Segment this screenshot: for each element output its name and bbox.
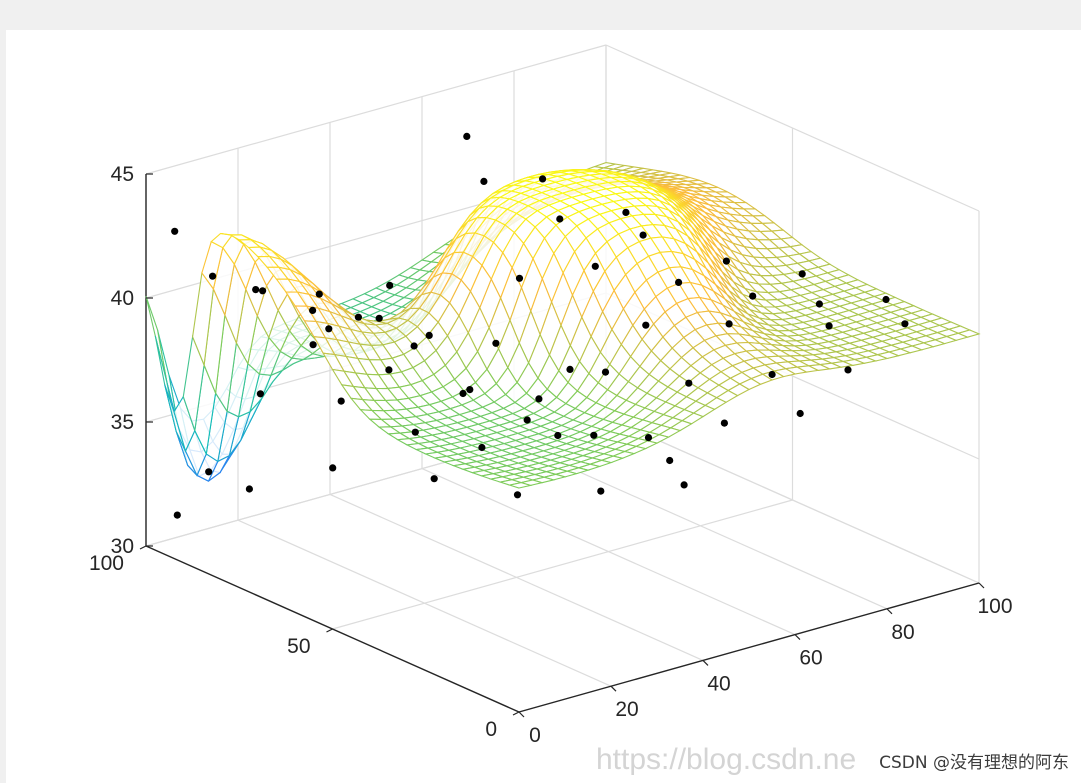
scatter-point [256,390,264,398]
scatter-point [642,321,650,329]
x-tick-mark [886,608,893,615]
scatter-point [644,434,653,442]
scatter-point [410,342,418,350]
scatter-point [209,272,217,280]
x-tick-label: 60 [799,647,822,670]
scatter-point [411,428,419,436]
scatter-point [720,419,729,427]
scatter-point [556,215,564,223]
scatter-point [513,491,522,499]
scatter-point [796,409,804,418]
scatter-point [815,300,824,308]
scatter-point [680,481,688,489]
scatter-point [315,290,323,298]
scatter-point [901,320,909,328]
scatter-point [882,295,890,304]
scatter-point [259,287,267,295]
scatter-point [597,487,605,495]
x-axis-ticks: 0 20 40 60 80 100 [518,582,1013,747]
scatter-point [515,274,524,282]
y-tick-label: 0 [485,718,497,741]
z-tick-label: 45 [111,163,134,186]
scatter-points [171,132,909,519]
scatter-point [173,511,181,519]
scatter-point [385,366,393,374]
watermark-author: CSDN @没有理想的阿东 [879,753,1069,773]
scatter-point [430,475,438,483]
y-axis-ticks: 0 50 100 [89,545,520,741]
scatter-point [171,227,179,235]
scatter-point [492,339,500,347]
scatter-point [622,208,630,216]
scatter-point [205,468,213,476]
scatter-point [309,341,317,349]
watermark-url: https://blog.csdn.ne [596,743,857,776]
y-tick-mark [326,628,333,633]
scatter-point [480,177,488,185]
scatter-point [844,366,852,374]
scatter-point [329,464,337,472]
scatter-point [768,370,776,379]
x-tick-mark [610,685,617,692]
scatter-point [375,314,383,322]
scatter-point [337,397,345,405]
scatter-point [539,175,547,183]
x-tick-mark [518,711,525,718]
y-tick-label: 100 [89,552,124,575]
scatter-point [523,416,531,424]
x-tick-label: 40 [707,672,730,695]
scatter-point [425,331,433,339]
scatter-point [675,278,683,286]
scatter-point [386,281,394,289]
scatter-point [309,306,317,314]
scatter-point [749,292,757,300]
mesh-surface [145,162,981,489]
scatter-point [463,132,471,140]
scatter-point [459,389,467,398]
scatter-point [590,431,598,439]
z-tick-label: 40 [111,287,134,310]
x-tick-label: 20 [615,698,638,721]
scatter-point [354,313,362,321]
backwall-gridline-z [145,44,607,175]
scatter-point [798,270,806,278]
scatter-point [554,431,562,440]
scatter-point [725,320,733,328]
sidewall-gridline-z [605,416,980,584]
x-tick-mark [794,634,801,641]
scatter-point [639,231,647,239]
scatter-point [245,485,253,493]
scatter-point [566,365,574,373]
sidewall-gridline-z [605,44,980,212]
x-tick-mark [978,582,985,589]
scatter-point [252,286,260,294]
scatter-point [825,322,833,330]
scatter-point [535,395,543,403]
scatter-point [685,379,693,387]
x-tick-label: 100 [977,595,1012,618]
scatter-point [591,262,599,270]
mesh-cell [507,482,533,489]
y-tick-mark [139,545,147,550]
scatter-point [722,257,731,265]
x-axis-line [518,582,980,713]
x-tick-label: 0 [529,724,541,747]
scatter-point [666,456,674,465]
x-tick-mark [702,659,709,666]
y-tick-mark [512,711,520,716]
scatter-point [601,368,610,376]
floor-gridline-y [332,499,793,630]
scatter-point [325,325,333,333]
x-tick-label: 80 [891,621,914,644]
y-tick-label: 50 [287,635,310,658]
z-tick-label: 35 [111,411,134,434]
z-axis-ticks: 30 35 40 45 [111,163,153,558]
scatter-point [478,443,486,452]
z-tick-label: 30 [111,535,134,558]
scatter-point [466,386,474,394]
